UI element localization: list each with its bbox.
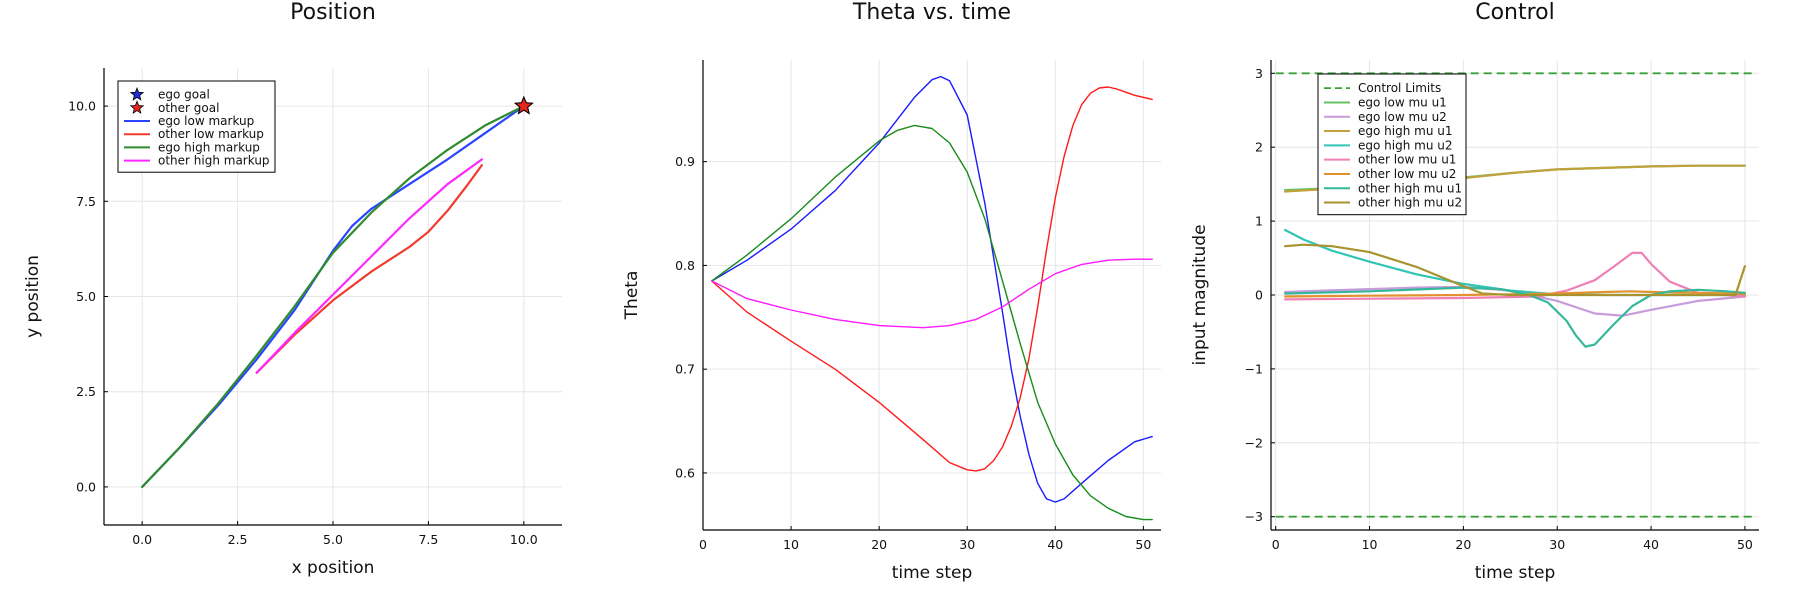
legend-label: other high mu u2 — [1358, 196, 1462, 210]
legend-label: ego high mu u1 — [1358, 124, 1452, 138]
x-tick-label: 50 — [1135, 537, 1151, 552]
x-tick-label: 30 — [1549, 537, 1565, 552]
series-line-2 — [711, 124, 1153, 521]
x-tick-label: 0.0 — [132, 532, 152, 547]
panel-0: 0.0 2.5 5.0 7.5 10.0 0.0 2.5 5.0 7.5 10.0 Position… — [23, 0, 562, 578]
legend-label: ego goal — [158, 88, 210, 102]
y-tick-label: −1 — [1245, 361, 1263, 376]
series-line-6 — [1283, 290, 1747, 298]
legend-label: other high markup — [158, 154, 270, 168]
y-tick-label: 5.0 — [76, 289, 96, 304]
y-axis-label: input magnitude — [1190, 224, 1210, 365]
chart-title: Control — [1475, 0, 1555, 25]
legend-marker-star — [129, 86, 145, 101]
legend-label: ego high markup — [158, 140, 260, 154]
legend-label: other low mu u1 — [1358, 153, 1456, 167]
panel-1: 0 10 20 30 40 50 0.6 0.7 0.8 0.9 Theta vs. time tim… — [622, 0, 1161, 583]
series-line-3 — [255, 158, 483, 374]
y-tick-label: 0 — [1255, 288, 1263, 303]
legend-box — [117, 80, 276, 173]
series-line-1 — [255, 164, 483, 374]
series-line-5 — [1283, 251, 1747, 301]
x-tick-label: 30 — [959, 537, 975, 552]
series-line-7 — [1283, 286, 1747, 348]
panel-2: 0 10 20 30 40 50 −3 −2 −1 0 1 2 3 Control time step inp… — [1190, 0, 1759, 583]
x-tick-label: 2.5 — [228, 532, 248, 547]
x-tick-label: 50 — [1737, 537, 1753, 552]
y-tick-label: 3 — [1255, 66, 1263, 81]
x-tick-label: 7.5 — [418, 532, 438, 547]
y-axis-label: y position — [23, 255, 43, 338]
y-tick-label: 2 — [1255, 140, 1263, 155]
y-tick-label: 7.5 — [76, 194, 96, 209]
x-tick-label: 40 — [1047, 537, 1063, 552]
chart-title: Theta vs. time — [852, 0, 1011, 25]
series-line-8 — [1283, 243, 1747, 297]
series-line-0 — [711, 75, 1153, 503]
x-tick-label: 10 — [1362, 537, 1378, 552]
goal-marker-1 — [514, 95, 534, 115]
x-tick-label: 40 — [1643, 537, 1659, 552]
x-axis-label: time step — [892, 563, 973, 583]
x-tick-label: 10.0 — [510, 532, 538, 547]
x-tick-label: 20 — [871, 537, 887, 552]
legend-label: other low markup — [158, 127, 264, 141]
legend-label: ego low markup — [158, 114, 254, 128]
legend-label: ego low mu u1 — [1358, 95, 1447, 109]
series-line-2 — [141, 104, 525, 488]
y-tick-label: 0.7 — [675, 362, 695, 377]
x-tick-label: 5.0 — [323, 532, 343, 547]
y-axis-label: Theta — [622, 271, 642, 321]
y-tick-label: 2.5 — [76, 384, 96, 399]
legend-marker-star — [129, 100, 145, 114]
chart-title: Position — [290, 0, 376, 25]
y-tick-label: −2 — [1245, 435, 1263, 450]
legend-label: other goal — [158, 101, 219, 115]
y-tick-label: 10.0 — [68, 99, 96, 114]
x-tick-label: 0 — [699, 537, 707, 552]
x-tick-label: 20 — [1455, 537, 1471, 552]
series-line-3 — [711, 258, 1153, 329]
x-axis-label: time step — [1475, 563, 1556, 583]
legend-label: other high mu u1 — [1358, 181, 1462, 195]
y-tick-label: 0.8 — [675, 258, 695, 273]
y-tick-label: 0.0 — [76, 479, 96, 494]
y-tick-label: −3 — [1245, 509, 1263, 524]
x-axis-label: x position — [292, 558, 375, 578]
series-line-1 — [711, 86, 1153, 472]
x-tick-label: 0 — [1272, 537, 1280, 552]
y-tick-label: 1 — [1255, 214, 1263, 229]
legend-label: ego high mu u2 — [1358, 138, 1452, 152]
legend-label: ego low mu u2 — [1358, 110, 1447, 124]
y-tick-label: 0.9 — [675, 154, 695, 169]
legend-label: Control Limits — [1358, 81, 1441, 95]
y-tick-label: 0.6 — [675, 465, 695, 480]
legend-label: other low mu u2 — [1358, 167, 1456, 181]
x-tick-label: 10 — [783, 537, 799, 552]
